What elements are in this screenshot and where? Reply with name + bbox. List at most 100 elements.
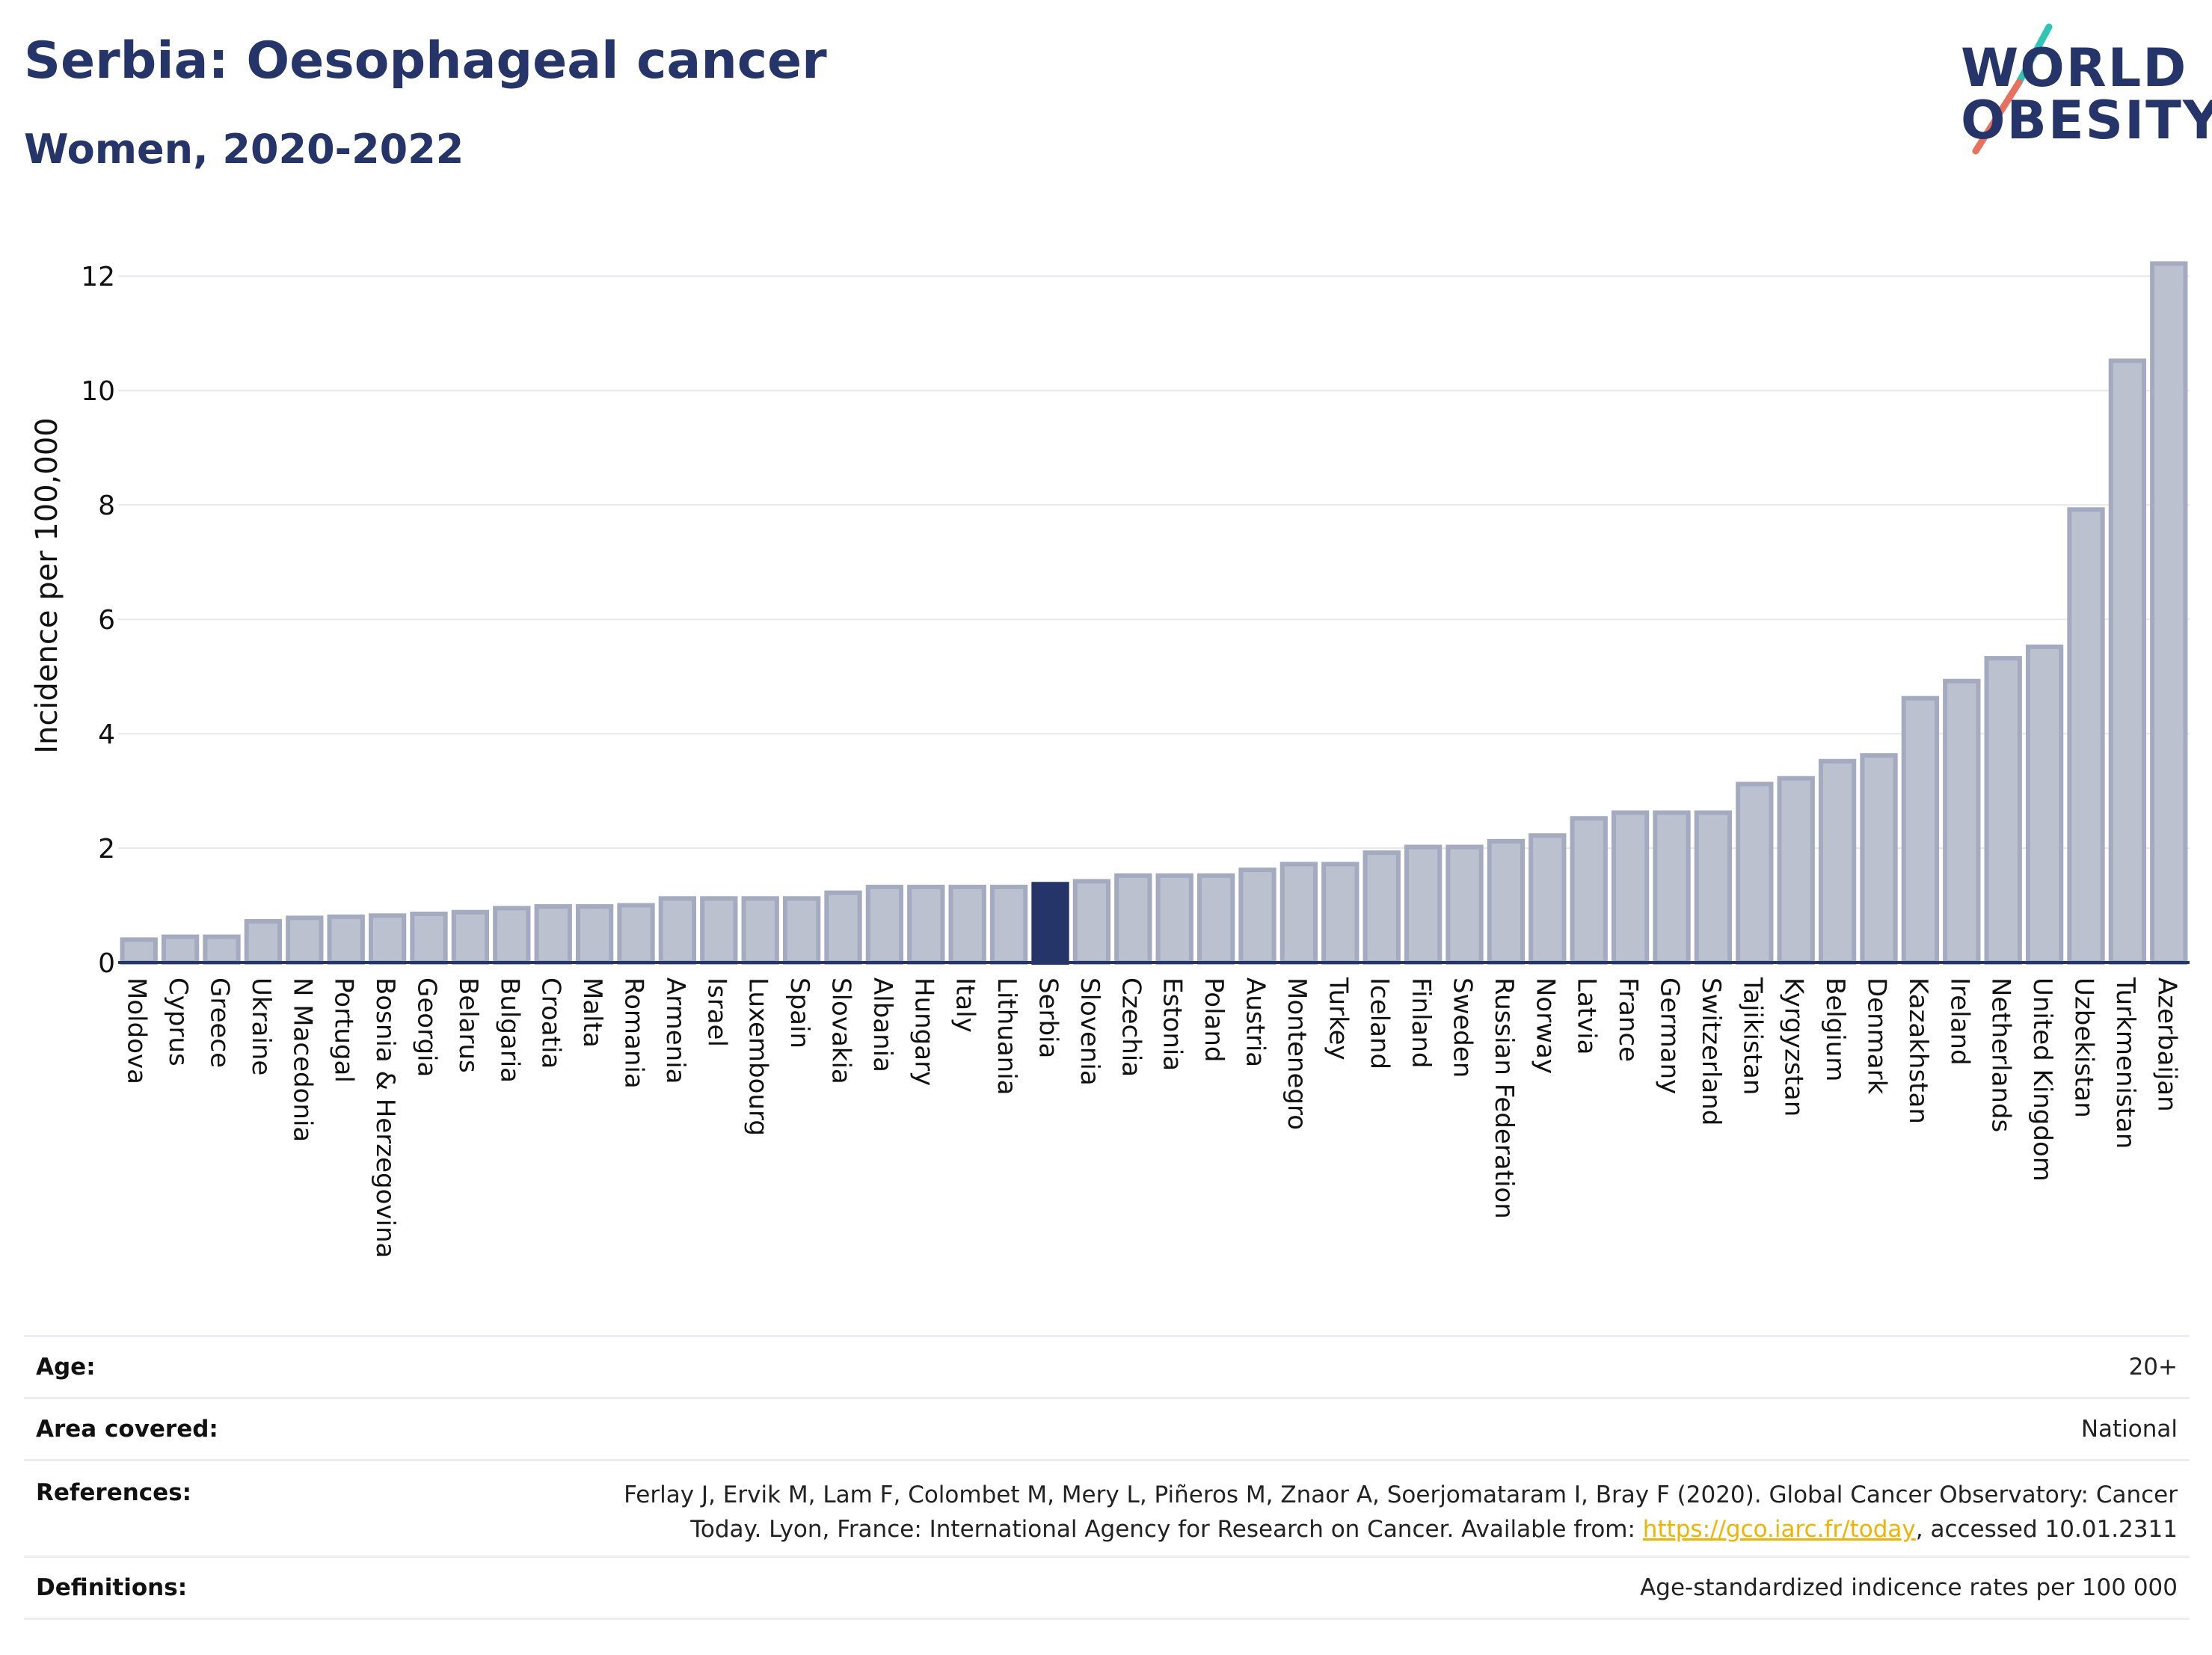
meta-row-area: Area covered: National bbox=[24, 1397, 2190, 1459]
bar bbox=[410, 911, 448, 965]
bar bbox=[451, 909, 490, 965]
x-tick-label: Lithuania bbox=[992, 977, 1021, 1095]
bar bbox=[1155, 873, 1193, 965]
bar bbox=[120, 937, 158, 965]
x-tick-label: Kazakhstan bbox=[1903, 977, 1933, 1124]
references-link[interactable]: https://gco.iarc.fr/today bbox=[1642, 1516, 1916, 1543]
bar bbox=[1114, 873, 1152, 965]
x-tick-label: Belarus bbox=[453, 977, 483, 1073]
x-tick-label: Finland bbox=[1406, 977, 1436, 1069]
x-tick-label: Serbia bbox=[1033, 977, 1063, 1058]
bar bbox=[1694, 810, 1733, 965]
x-tick-label: Estonia bbox=[1158, 977, 1188, 1071]
bar bbox=[617, 903, 655, 965]
y-tick-label: 12 bbox=[81, 262, 115, 292]
y-tick-label: 2 bbox=[98, 834, 115, 865]
y-tick-label: 6 bbox=[98, 605, 115, 636]
x-tick-label: Turkmenistan bbox=[2110, 977, 2140, 1149]
x-tick-labels: Moldova Cyprus Greece Ukraine N Macedonia Por… bbox=[122, 977, 2182, 1258]
references-value: Ferlay J, Ervik M, Lam F, Colombet M, Me… bbox=[592, 1478, 2178, 1547]
x-tick-label: Poland bbox=[1199, 977, 1229, 1063]
x-tick-label: Malta bbox=[577, 977, 607, 1048]
bar bbox=[1279, 862, 1318, 965]
x-tick-label: Sweden bbox=[1448, 977, 1478, 1078]
x-tick-label: N Macedonia bbox=[287, 977, 317, 1142]
x-tick-label: Ukraine bbox=[246, 977, 276, 1075]
y-axis-label: Incidence per 100,000 bbox=[30, 417, 64, 754]
age-label: Age: bbox=[36, 1354, 96, 1381]
x-tick-label: Iceland bbox=[1365, 977, 1395, 1069]
bar bbox=[1321, 862, 1360, 965]
x-tick-label: Bosnia & Herzegovina bbox=[370, 977, 400, 1258]
logo-slash-icon bbox=[1972, 23, 2053, 155]
y-tick-label: 0 bbox=[98, 948, 115, 979]
references-text: Ferlay J, Ervik M, Lam F, Colombet M, Me… bbox=[624, 1481, 2178, 1543]
x-tick-label: Portugal bbox=[329, 977, 359, 1083]
x-tick-label: Slovenia bbox=[1075, 977, 1105, 1086]
x-tick-label: Italy bbox=[950, 977, 980, 1033]
x-tick-label: Denmark bbox=[1862, 977, 1892, 1095]
x-tick-label: Azerbaijan bbox=[2151, 977, 2181, 1112]
bar bbox=[741, 896, 779, 965]
x-tick-label: Latvia bbox=[1572, 977, 1602, 1055]
references-accessed: , accessed 10.01.2311 bbox=[1915, 1516, 2178, 1543]
metadata-table: Age: 20+ Area covered: National Referenc… bbox=[24, 1335, 2190, 1620]
y-tick-labels: 0 2 4 6 8 10 12 bbox=[81, 262, 115, 979]
bar bbox=[203, 934, 241, 965]
bars bbox=[120, 261, 2188, 965]
bar bbox=[865, 885, 904, 965]
x-tick-label: Georgia bbox=[412, 977, 442, 1077]
bar bbox=[493, 906, 531, 965]
bar bbox=[824, 890, 862, 965]
bar bbox=[534, 904, 572, 965]
x-tick-label: Ireland bbox=[1944, 977, 1974, 1066]
age-value: 20+ bbox=[2128, 1354, 2178, 1381]
x-tick-label: Austria bbox=[1241, 977, 1271, 1067]
y-tick-label: 10 bbox=[81, 376, 115, 407]
bar bbox=[161, 934, 200, 965]
x-tick-label: Slovakia bbox=[826, 977, 856, 1084]
references-label: References: bbox=[36, 1479, 192, 1506]
x-tick-label: France bbox=[1613, 977, 1643, 1062]
bar bbox=[1362, 850, 1401, 965]
bar bbox=[658, 896, 697, 965]
x-tick-label: Montenegro bbox=[1282, 977, 1312, 1130]
bar bbox=[1196, 873, 1235, 965]
bar bbox=[907, 885, 945, 965]
bar bbox=[575, 904, 614, 965]
bar bbox=[1072, 879, 1111, 965]
x-tick-label: Greece bbox=[205, 977, 235, 1068]
bar bbox=[1901, 696, 1940, 965]
bar bbox=[948, 885, 986, 965]
y-tick-label: 4 bbox=[98, 719, 115, 750]
bar-chart: 0 2 4 6 8 10 12 Moldova Cyprus Greece Ukraine N Ma… bbox=[30, 261, 2190, 1258]
x-tick-label: Norway bbox=[1530, 977, 1560, 1074]
x-tick-label: Switzerland bbox=[1696, 977, 1726, 1126]
x-tick-label: Romania bbox=[619, 977, 649, 1089]
x-tick-label: Czechia bbox=[1116, 977, 1146, 1077]
bar bbox=[1818, 758, 1857, 965]
definitions-label: Definitions: bbox=[36, 1574, 188, 1601]
x-tick-label: Belgium bbox=[1820, 977, 1850, 1081]
x-tick-label: Spain bbox=[784, 977, 814, 1048]
bar bbox=[244, 918, 283, 965]
bar bbox=[2067, 507, 2105, 965]
bar bbox=[1860, 753, 1898, 965]
x-tick-label: Germany bbox=[1655, 977, 1685, 1094]
chart-title: Serbia: Oesophageal cancer bbox=[24, 31, 827, 90]
bar bbox=[1404, 844, 1443, 965]
bar bbox=[1570, 816, 1608, 965]
bar-highlight bbox=[1031, 882, 1069, 965]
area-label: Area covered: bbox=[36, 1416, 218, 1443]
bar bbox=[700, 896, 738, 965]
x-tick-label: Moldova bbox=[122, 977, 152, 1084]
x-tick-label: Israel bbox=[701, 977, 731, 1047]
bar bbox=[1777, 776, 1815, 965]
bar bbox=[2025, 644, 2064, 965]
x-tick-label: Bulgaria bbox=[494, 977, 524, 1083]
logo-word-obesity: OBESITY bbox=[1961, 90, 2212, 151]
x-tick-label: Uzbekistan bbox=[2069, 977, 2099, 1118]
logo-word-world: WORLD bbox=[1961, 37, 2188, 99]
bar bbox=[2108, 358, 2147, 965]
world-obesity-logo: WORLD OBESITY bbox=[1944, 22, 2212, 157]
